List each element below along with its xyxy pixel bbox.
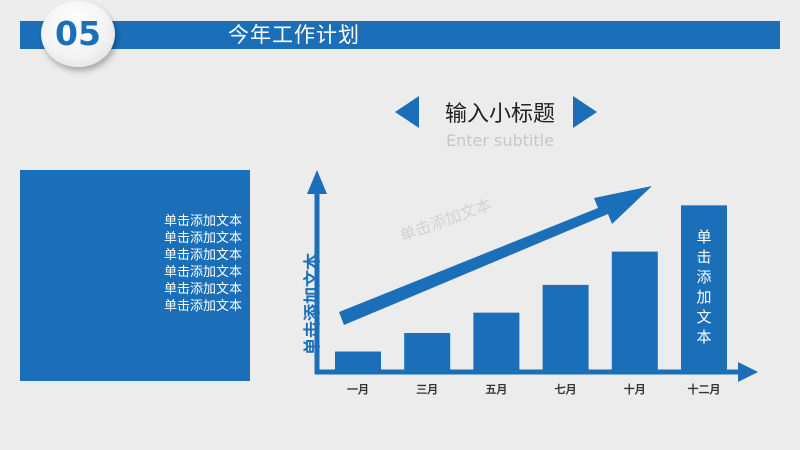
section-number: 05: [55, 14, 101, 53]
left-text-line: 单击添加文本: [163, 231, 242, 246]
x-tick-label: 十二月: [688, 382, 721, 396]
last-bar-label-char: 击: [696, 248, 712, 267]
bar: [681, 205, 727, 370]
x-tick-label: 七月: [555, 382, 577, 396]
triangle-left-icon: [395, 96, 419, 128]
bar: [611, 251, 658, 370]
last-bar-label-char: 文: [696, 308, 712, 327]
y-axis-arrow-icon: [307, 170, 327, 194]
subtitle-block: 输入小标题 Enter subtitle: [390, 92, 610, 162]
x-tick-label: 十月: [624, 382, 646, 396]
section-number-badge: 05: [41, 1, 115, 67]
left-text-line: 单击添加文本: [163, 265, 242, 280]
x-tick-label: 三月: [416, 383, 438, 396]
last-bar-label-char: 加: [696, 288, 712, 307]
bar: [404, 333, 451, 370]
bar: [542, 284, 589, 370]
subtitle-main: 输入小标题: [444, 102, 555, 127]
left-text-line: 单击添加文本: [163, 248, 242, 263]
x-axis-arrow-icon: [738, 362, 758, 382]
left-text-lines: 单击添加文本 单击添加文本 单击添加文本 单击添加文本 单击添加文本 单击添加文…: [122, 213, 242, 315]
triangle-right-icon: [573, 96, 597, 128]
header-bar: [20, 21, 780, 49]
last-bar-label-char: 单: [696, 228, 712, 247]
subtitle-english: Enter subtitle: [446, 131, 554, 150]
last-bar-label: 单击添加文本: [694, 227, 714, 347]
last-bar-label-char: 添: [696, 268, 712, 287]
left-text-line: 单击添加文本: [163, 214, 242, 229]
trend-arrow-icon: [339, 186, 652, 325]
bar: [335, 351, 381, 370]
x-tick-label: 一月: [347, 383, 369, 396]
x-tick-label: 五月: [485, 383, 507, 396]
bar: [473, 312, 520, 370]
left-text-line: 单击添加文本: [163, 282, 242, 297]
left-text-line: 单击添加文本: [163, 299, 242, 314]
last-bar-label-char: 本: [696, 328, 712, 347]
page-title: 今年工作计划: [228, 23, 360, 47]
left-text-panel: 单击添加文本 单击添加文本 单击添加文本 单击添加文本 单击添加文本 单击添加文…: [20, 170, 250, 381]
